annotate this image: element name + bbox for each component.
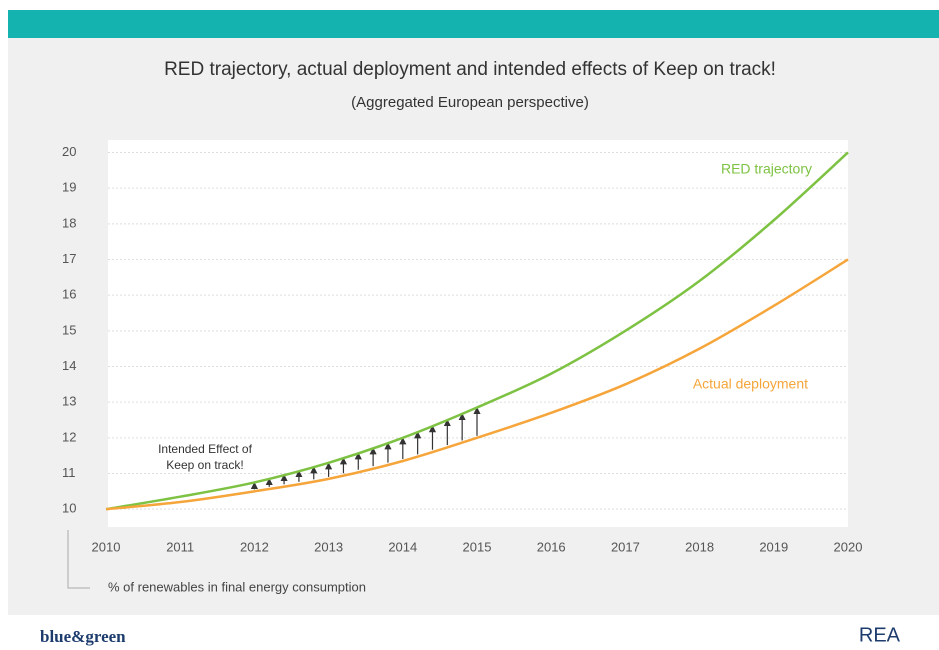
x-tick-label: 2020 bbox=[834, 539, 863, 554]
x-tick-label: 2010 bbox=[92, 539, 121, 554]
x-tick-label: 2019 bbox=[759, 539, 788, 554]
series-line bbox=[105, 258, 849, 511]
y-tick-label: 14 bbox=[62, 358, 76, 373]
y-tick-label: 16 bbox=[62, 287, 76, 302]
footer-logo: blue&green bbox=[40, 627, 126, 646]
chart-subtitle: (Aggregated European perspective) bbox=[351, 94, 589, 111]
x-tick-label: 2013 bbox=[314, 539, 343, 554]
series-line bbox=[105, 151, 849, 511]
y-tick-label: 17 bbox=[62, 251, 76, 266]
x-tick-label: 2018 bbox=[685, 539, 714, 554]
y-tick-label: 15 bbox=[62, 322, 76, 337]
axis-bracket bbox=[67, 530, 90, 589]
y-tick-label: 20 bbox=[62, 144, 76, 159]
y-tick-label: 18 bbox=[62, 215, 76, 230]
annotation: Intended Effect of bbox=[158, 442, 253, 456]
chart-title: RED trajectory, actual deployment and in… bbox=[164, 59, 776, 80]
x-tick-label: 2015 bbox=[463, 539, 492, 554]
y-tick-label: 10 bbox=[62, 501, 76, 516]
header-bar bbox=[8, 10, 939, 38]
y-tick-label: 12 bbox=[62, 429, 76, 444]
x-tick-label: 2017 bbox=[611, 539, 640, 554]
x-tick-label: 2011 bbox=[166, 539, 194, 554]
annotation: Keep on track! bbox=[166, 458, 243, 472]
series-label: Actual deployment bbox=[693, 376, 808, 392]
x-tick-label: 2012 bbox=[240, 539, 269, 554]
y-tick-label: 11 bbox=[62, 465, 76, 480]
y-tick-label: 19 bbox=[62, 180, 76, 195]
x-tick-label: 2014 bbox=[388, 539, 417, 554]
series-label: RED trajectory bbox=[721, 161, 812, 177]
x-tick-label: 2016 bbox=[537, 539, 566, 554]
y-axis-label: % of renewables in final energy consumpt… bbox=[108, 579, 366, 594]
footer-logo: REA bbox=[859, 624, 901, 646]
y-tick-label: 13 bbox=[62, 394, 76, 409]
